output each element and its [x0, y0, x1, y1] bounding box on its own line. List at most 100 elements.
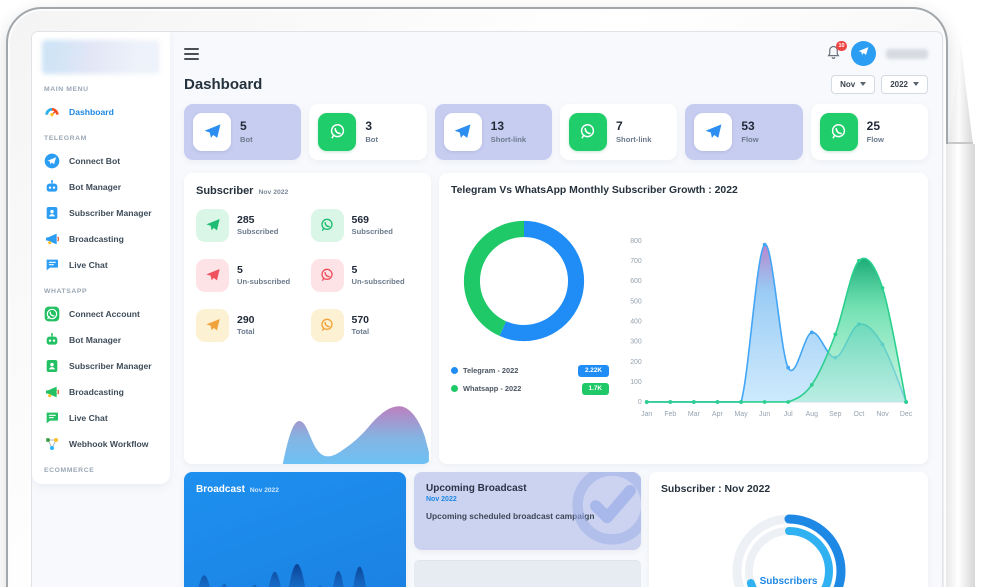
- sidebar-item-label: Connect Account: [69, 309, 140, 319]
- sidebar-item-dashboard[interactable]: Dashboard: [42, 99, 160, 125]
- svg-text:Oct: Oct: [854, 411, 865, 418]
- app-screen: MAIN MENU Dashboard TELEGRAM Connect Bot: [32, 32, 942, 587]
- robot-icon: [44, 332, 60, 348]
- telegram-icon: [857, 45, 870, 63]
- sidebar-item-label: Bot Manager: [69, 182, 122, 192]
- svg-text:Jul: Jul: [784, 411, 793, 418]
- legend-item-telegram[interactable]: Telegram - 2022 2.22K: [451, 364, 609, 377]
- hamburger-menu-icon[interactable]: [184, 46, 199, 62]
- legend-item-whatsapp[interactable]: Whatsapp - 2022 1.7K: [451, 382, 609, 395]
- stylus-body: [946, 144, 975, 587]
- svg-text:Nov: Nov: [876, 411, 889, 418]
- subscriber-stat-telegram-subscribed: 285 Subscribed: [196, 208, 305, 242]
- stat-card-whatsapp-bot[interactable]: 3 Bot: [309, 103, 427, 160]
- profile-avatar[interactable]: [851, 41, 876, 67]
- growth-chart-panel: Telegram Vs WhatsApp Monthly Subscriber …: [439, 172, 928, 465]
- bell-icon: [826, 45, 841, 63]
- broadcast-panel: Broadcast Nov 2022: [184, 472, 406, 587]
- panel-subtitle: Nov 2022: [249, 487, 279, 495]
- sidebar: MAIN MENU Dashboard TELEGRAM Connect Bot: [32, 32, 170, 587]
- svg-text:May: May: [735, 411, 749, 418]
- monthly-growth-area-chart: 0 100 200 300 400 500 600 700 800 Jan Feb Mar Apr May…: [630, 238, 913, 418]
- stat-value: 5: [237, 264, 243, 277]
- sidebar-item-label: Broadcasting: [69, 234, 124, 244]
- svg-text:Jan: Jan: [641, 411, 652, 418]
- stat-value: 570: [351, 314, 370, 327]
- chevron-down-icon: [860, 82, 867, 87]
- legend-value-badge: 2.22K: [577, 364, 609, 377]
- sidebar-item-bot-manager-telegram[interactable]: Bot Manager: [42, 174, 160, 200]
- stylus-tip: [948, 44, 973, 142]
- stat-card-whatsapp-short-link[interactable]: 7 Short-link: [559, 103, 678, 160]
- telegram-icon: [196, 308, 229, 342]
- whatsapp-icon: [318, 112, 357, 151]
- svg-text:Sep: Sep: [829, 411, 841, 418]
- stat-card-telegram-bot[interactable]: 5 Bot: [184, 103, 302, 160]
- subscriber-stat-telegram-total: 290 Total: [196, 308, 305, 342]
- subscriber-stat-whatsapp-total: 570 Total: [310, 308, 420, 342]
- panel-description: Upcoming scheduled broadcast campaign: [426, 511, 595, 522]
- sidebar-item-broadcasting-telegram[interactable]: Broadcasting: [42, 226, 160, 252]
- sidebar-item-live-chat-telegram[interactable]: Live Chat: [42, 252, 160, 278]
- subscriber-stat-whatsapp-unsubscribed: 5 Un-subscribed: [310, 258, 420, 292]
- sidebar-item-subscriber-manager-whatsapp[interactable]: Subscriber Manager: [42, 353, 160, 379]
- whatsapp-icon: [310, 308, 344, 342]
- stat-value: 5: [240, 119, 247, 134]
- stat-card-whatsapp-flow[interactable]: 25 Flow: [810, 103, 928, 160]
- topbar: 10: [184, 40, 928, 67]
- sidebar-item-connect-bot[interactable]: Connect Bot: [42, 148, 160, 174]
- sidebar-item-bot-manager-whatsapp[interactable]: Bot Manager: [42, 327, 160, 353]
- sidebar-item-subscriber-manager-telegram[interactable]: Subscriber Manager: [42, 200, 160, 226]
- month-dropdown[interactable]: Nov: [831, 74, 876, 94]
- contacts-icon: [44, 205, 60, 221]
- stylus-pencil: [946, 44, 975, 587]
- stat-label: Bot: [365, 135, 378, 145]
- stat-card-row: 5 Bot 3 Bot 13 Short-link 7 Short-link: [184, 103, 928, 160]
- sidebar-item-webhook-workflow[interactable]: Webhook Workflow: [42, 431, 160, 457]
- legend-value-badge: 1.7K: [581, 382, 609, 395]
- sidebar-item-label: Broadcasting: [69, 387, 124, 397]
- stat-label: Total: [237, 327, 255, 337]
- svg-text:Feb: Feb: [664, 411, 676, 418]
- radial-center-label: Subscribers: [759, 576, 818, 587]
- stat-value: 569: [351, 214, 370, 227]
- notifications-button[interactable]: 10: [826, 40, 847, 64]
- stat-value: 5: [351, 264, 358, 277]
- stat-value: 290: [237, 314, 255, 327]
- svg-text:Apr: Apr: [712, 411, 723, 418]
- stat-label: Flow: [741, 135, 759, 145]
- sidebar-card: MAIN MENU Dashboard TELEGRAM Connect Bot: [32, 32, 170, 484]
- page-title: Dashboard: [184, 75, 263, 93]
- robot-icon: [44, 179, 60, 195]
- sidebar-item-connect-account-whatsapp[interactable]: Connect Account: [42, 301, 160, 327]
- whatsapp-icon: [819, 112, 858, 151]
- subscriber-summary-panel: Subscriber Nov 2022 285 Subscribed 569 Sub…: [184, 172, 431, 465]
- whatsapp-icon: [568, 112, 607, 151]
- tablet-device-frame: MAIN MENU Dashboard TELEGRAM Connect Bot: [6, 7, 948, 587]
- stat-label: Un-subscribed: [351, 277, 405, 287]
- stat-card-telegram-flow[interactable]: 53 Flow: [685, 103, 803, 160]
- subscriber-stat-telegram-unsubscribed: 5 Un-subscribed: [196, 258, 305, 292]
- svg-text:Mar: Mar: [688, 411, 701, 418]
- svg-text:600: 600: [630, 278, 642, 285]
- sidebar-item-label: Subscriber Manager: [69, 208, 152, 218]
- svg-text:400: 400: [630, 319, 642, 326]
- notification-badge: 10: [836, 40, 847, 51]
- svg-text:800: 800: [630, 238, 642, 245]
- sidebar-item-label: Dashboard: [69, 107, 114, 117]
- telegram-icon: [196, 258, 229, 292]
- year-dropdown-value: 2022: [890, 79, 908, 89]
- svg-text:100: 100: [630, 379, 642, 386]
- username-blurred: [886, 48, 928, 59]
- sidebar-section-whatsapp: WHATSAPP: [44, 288, 88, 295]
- stat-card-telegram-short-link[interactable]: 13 Short-link: [434, 103, 552, 160]
- megaphone-icon: [44, 384, 60, 400]
- sidebar-item-live-chat-whatsapp[interactable]: Live Chat: [42, 405, 160, 431]
- stat-label: Flow: [866, 135, 884, 145]
- month-dropdown-value: Nov: [840, 79, 856, 89]
- app-logo-blurred: [42, 40, 160, 74]
- legend-label: Whatsapp - 2022: [463, 384, 522, 394]
- sidebar-item-broadcasting-whatsapp[interactable]: Broadcasting: [42, 379, 160, 405]
- year-dropdown[interactable]: 2022: [881, 74, 928, 94]
